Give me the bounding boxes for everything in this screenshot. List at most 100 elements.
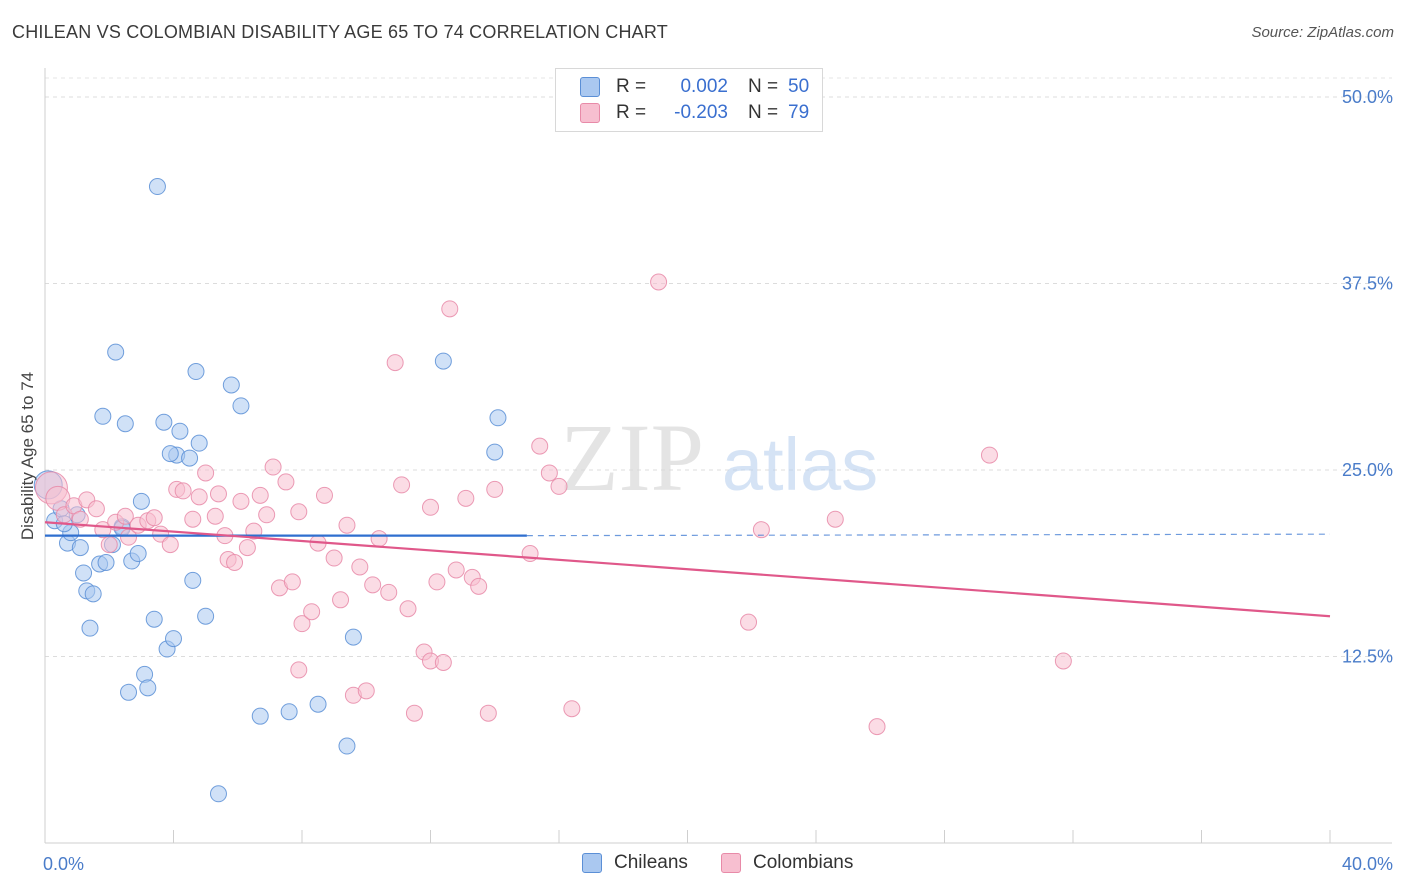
colombians-point	[399, 600, 417, 618]
series-chileans-points	[33, 178, 507, 803]
chileans-point	[94, 407, 112, 425]
colombians-point	[71, 510, 89, 528]
r-label: R =	[616, 102, 647, 123]
chileans-point	[139, 679, 157, 697]
colombians-point	[868, 718, 886, 736]
colombians-point	[293, 615, 311, 633]
colombians-point	[470, 577, 488, 595]
watermark: ZIP atlas	[560, 404, 878, 511]
colombians-point	[145, 509, 163, 527]
colombians-point	[740, 613, 758, 631]
r-label: R =	[616, 76, 647, 97]
r-value-chileans: 0.002	[680, 76, 728, 97]
colombians-point	[184, 510, 202, 528]
colombians-point	[386, 354, 404, 372]
colombians-point	[826, 510, 844, 528]
y-tick-label: 50.0%	[1342, 87, 1393, 107]
chart-title: CHILEAN VS COLOMBIAN DISABILITY AGE 65 T…	[12, 22, 668, 42]
watermark-atlas: atlas	[722, 423, 878, 506]
legend-item-colombians[interactable]: Colombians	[721, 852, 853, 874]
n-label: N =	[748, 76, 779, 97]
colombians-trend-line	[44, 521, 1331, 618]
watermark-zip: ZIP	[560, 404, 704, 511]
chileans-point	[116, 415, 134, 433]
colombians-point	[540, 464, 558, 482]
colombians-point	[258, 506, 276, 524]
colombians-swatch	[580, 103, 600, 123]
legend-row-chileans: R = 0.002 N = 50	[580, 75, 809, 99]
colombians-point	[405, 704, 423, 722]
chileans-point	[165, 630, 182, 648]
colombians-point	[422, 498, 439, 516]
trend-lines	[44, 521, 1331, 618]
colombians-point	[174, 482, 192, 500]
colombians-point	[87, 500, 105, 518]
colombians-point	[206, 507, 224, 525]
colombians-point	[980, 446, 998, 464]
chileans-point	[145, 610, 163, 628]
colombians-point	[550, 477, 568, 495]
chileans-point	[161, 445, 179, 463]
colombians-legend-swatch	[721, 853, 741, 873]
chileans-point	[344, 628, 362, 646]
colombians-point	[650, 273, 668, 291]
stats-legend: R = 0.002 N = 50 R = -0.203 N = 79	[555, 68, 823, 132]
colombians-point	[190, 488, 208, 506]
chileans-point	[181, 449, 199, 467]
chileans-point	[84, 585, 102, 603]
colombians-point	[563, 700, 581, 718]
source-label: Source: ZipAtlas.com	[1251, 24, 1394, 41]
chileans-swatch	[580, 77, 600, 97]
chileans-point	[280, 703, 298, 721]
chileans-point	[190, 434, 208, 452]
colombians-point	[290, 503, 308, 521]
colombians-point	[325, 549, 343, 567]
colombians-point	[197, 464, 215, 482]
chileans-point	[75, 564, 93, 582]
colombians-point	[752, 521, 770, 539]
colombians-point	[441, 300, 459, 318]
x-tick-label: 40.0%	[1342, 854, 1393, 874]
x-tick-label: 0.0%	[43, 854, 84, 874]
colombians-point	[290, 661, 308, 679]
y-tick-label: 25.0%	[1342, 460, 1393, 480]
chileans-point	[120, 683, 138, 701]
n-value-colombians: 79	[788, 102, 810, 123]
colombians-point	[232, 492, 250, 510]
r-value-colombians: -0.203	[674, 102, 728, 123]
series-colombians-points	[34, 273, 1072, 736]
chileans-point	[309, 695, 327, 713]
chileans-point	[197, 607, 215, 625]
chileans-point	[486, 443, 504, 461]
colombians-point	[486, 480, 504, 498]
colombians-point	[428, 573, 446, 591]
chileans-point	[155, 413, 173, 431]
colombians-point	[393, 476, 411, 494]
colombians-point	[380, 583, 398, 601]
chileans-point	[171, 422, 189, 440]
chileans-legend-swatch	[582, 853, 602, 873]
chileans-point	[132, 492, 150, 510]
colombians-point	[434, 653, 452, 671]
chileans-point	[489, 409, 507, 427]
chileans-point	[107, 343, 125, 361]
colombians-point	[116, 507, 134, 525]
chileans-point	[71, 539, 89, 557]
colombians-point	[364, 576, 382, 594]
series-legend: Chileans Colombians	[0, 852, 1406, 878]
chileans-point	[434, 352, 452, 370]
tick-labels: 12.5% 25.0% 37.5% 50.0% 0.0% 40.0%	[43, 87, 1393, 874]
legend-row-colombians: R = -0.203 N = 79	[580, 101, 809, 125]
chileans-point	[251, 707, 269, 725]
chileans-point	[129, 545, 147, 563]
colombians-point	[457, 489, 475, 507]
chileans-legend-label: Chileans	[614, 852, 688, 873]
colombians-point	[315, 486, 333, 504]
legend-item-chileans[interactable]: Chileans	[582, 852, 688, 874]
colombians-point	[209, 485, 227, 503]
chileans-trend-extension	[526, 533, 1331, 537]
colombians-point	[531, 437, 549, 455]
colombians-point	[161, 536, 179, 554]
n-value-chileans: 50	[788, 76, 810, 97]
